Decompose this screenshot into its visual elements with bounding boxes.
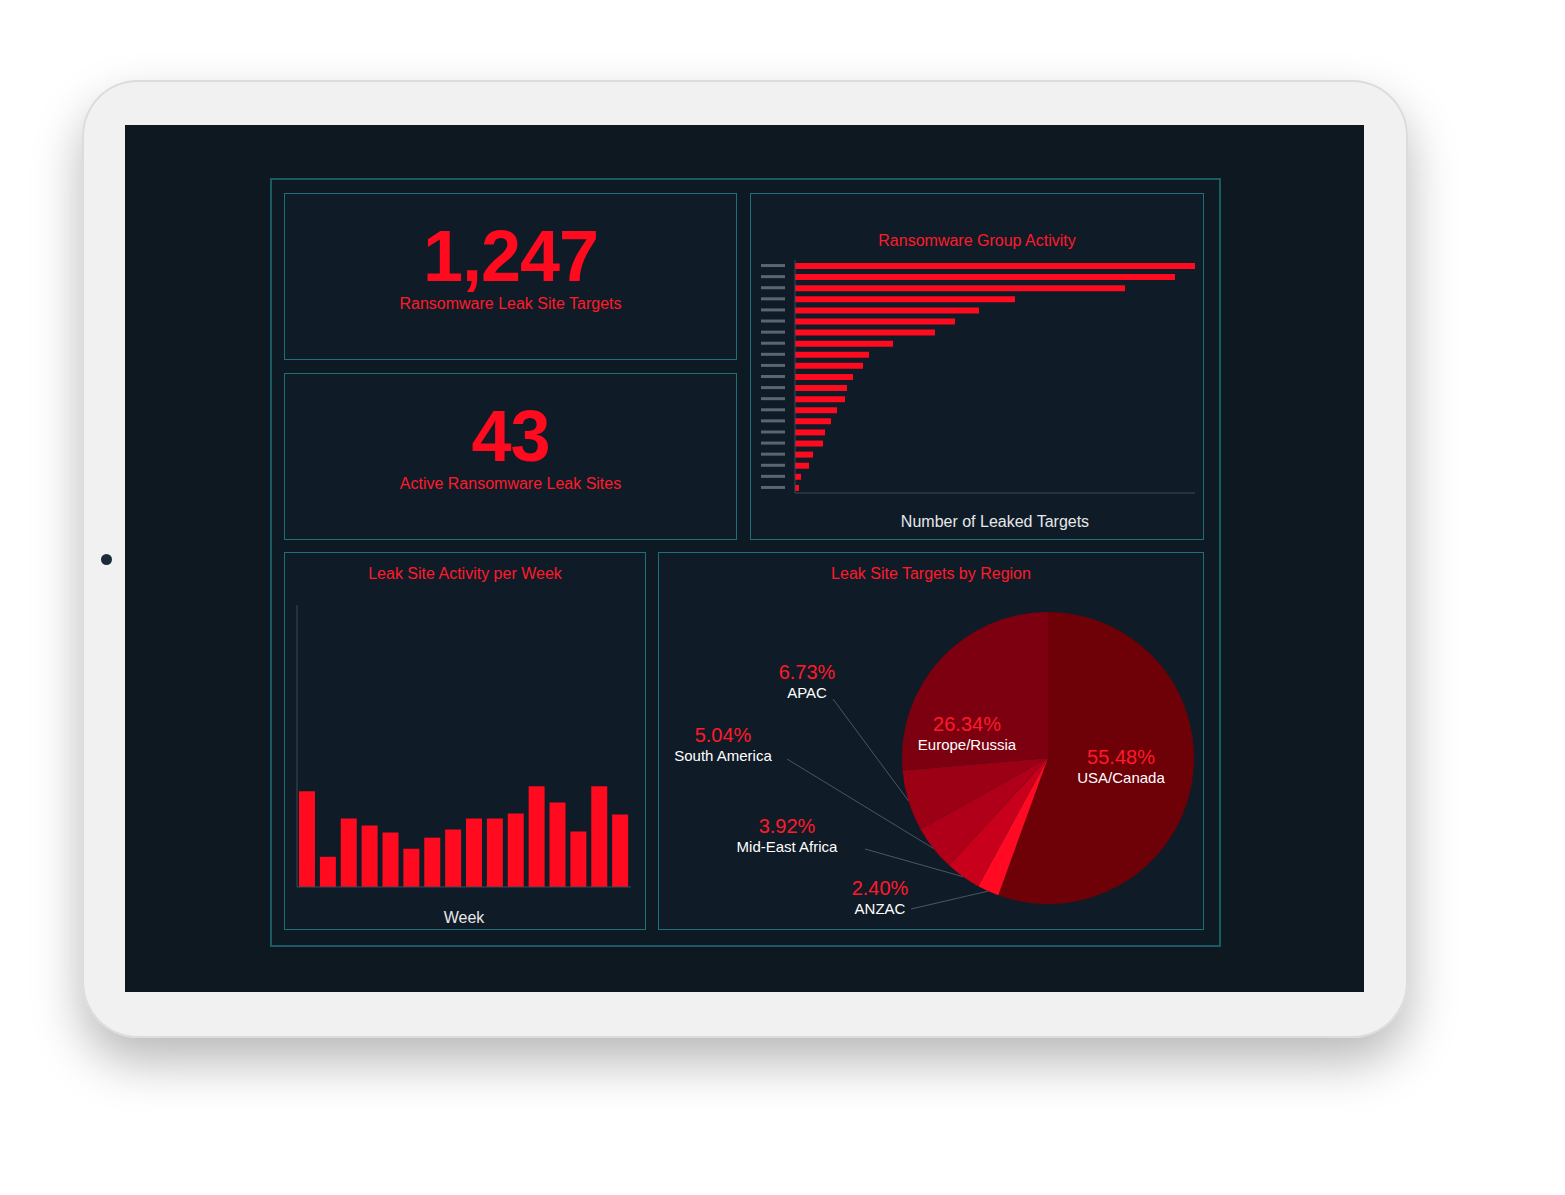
html-text:1,247: 1,247 xyxy=(422,216,599,296)
svg-text:5.04%: 5.04% xyxy=(695,724,752,746)
svg-text:Week: Week xyxy=(444,909,486,926)
html-text:Ransomware Leak Site Targets: Ransomware Leak Site Targets xyxy=(399,295,622,312)
svg-text:Europe/Russia: Europe/Russia xyxy=(918,736,1017,753)
html-text:Ransomware Group Activity: Ransomware Group Activity xyxy=(878,232,1076,249)
svg-text:South America: South America xyxy=(674,747,772,764)
svg-text:2.40%: 2.40% xyxy=(852,877,909,899)
svg-text:Mid-East Africa: Mid-East Africa xyxy=(737,838,839,855)
svg-text:6.73%: 6.73% xyxy=(779,661,836,683)
html-text:43: 43 xyxy=(471,396,550,476)
svg-text:55.48%: 55.48% xyxy=(1087,746,1155,768)
svg-text:3.92%: 3.92% xyxy=(759,815,816,837)
svg-text:Number of Leaked Targets: Number of Leaked Targets xyxy=(901,513,1089,530)
svg-text:USA/Canada: USA/Canada xyxy=(1077,769,1165,786)
svg-text:APAC: APAC xyxy=(787,684,827,701)
svg-text:ANZAC: ANZAC xyxy=(855,900,906,917)
html-text:Leak Site Activity per Week: Leak Site Activity per Week xyxy=(368,565,562,582)
svg-text:26.34%: 26.34% xyxy=(933,713,1001,735)
html-text:Active Ransomware Leak Sites: Active Ransomware Leak Sites xyxy=(399,475,622,492)
html-text:Leak Site Targets by Region: Leak Site Targets by Region xyxy=(831,565,1031,582)
